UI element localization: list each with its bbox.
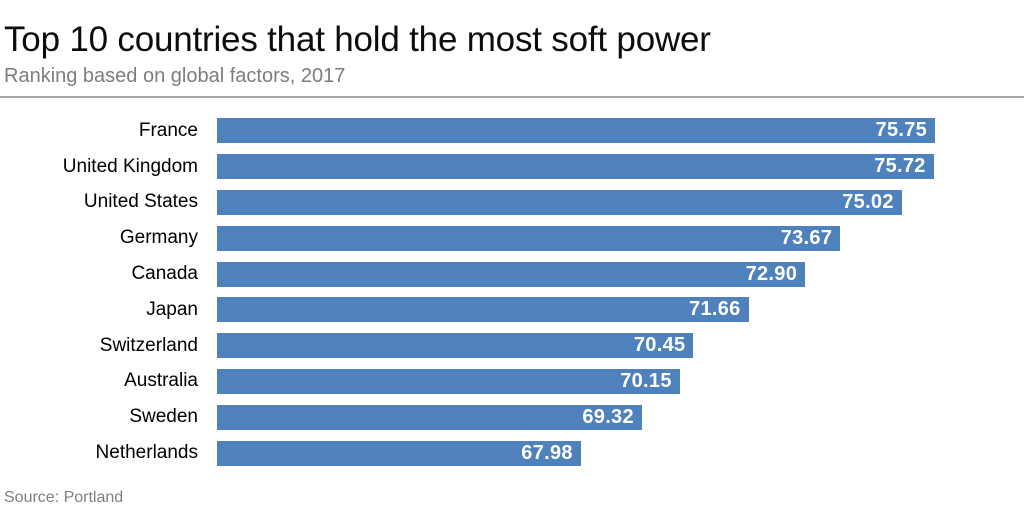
category-label: Sweden bbox=[129, 406, 198, 428]
bar-track: 75.75 bbox=[217, 118, 1024, 144]
bar-value-label: 71.66 bbox=[689, 298, 741, 321]
bar-row: United Kingdom 75.72 bbox=[0, 149, 1024, 185]
bar-track: 67.98 bbox=[217, 440, 1024, 466]
bar-row: Netherlands 67.98 bbox=[0, 435, 1024, 471]
bar-chart: France 75.75 United Kingdom 75.72 United Sta… bbox=[0, 113, 1024, 471]
bar: 71.66 bbox=[217, 297, 749, 323]
bar-track: 75.72 bbox=[217, 154, 1024, 180]
bar-track: 69.32 bbox=[217, 404, 1024, 430]
bar: 73.67 bbox=[217, 225, 841, 251]
category-label: Germany bbox=[119, 227, 198, 249]
chart-header: Top 10 countries that hold the most soft… bbox=[4, 21, 1024, 88]
bar-track: 70.45 bbox=[217, 333, 1024, 359]
bar-value-label: 75.72 bbox=[874, 155, 926, 178]
category-label: Switzerland bbox=[99, 334, 198, 356]
bar-row: Germany 73.67 bbox=[0, 220, 1024, 256]
bar-track: 71.66 bbox=[217, 297, 1024, 323]
bar-row: Switzerland 70.45 bbox=[0, 328, 1024, 364]
header-divider-line bbox=[0, 96, 1024, 98]
bar-track: 70.15 bbox=[217, 368, 1024, 394]
category-label: France bbox=[138, 119, 198, 141]
chart-subtitle: Ranking based on global factors, 2017 bbox=[4, 65, 346, 87]
bar: 75.75 bbox=[217, 118, 936, 144]
category-label: Canada bbox=[131, 263, 198, 285]
bar: 75.72 bbox=[217, 154, 934, 180]
bar-row: Australia 70.15 bbox=[0, 364, 1024, 400]
bar-track: 72.90 bbox=[217, 261, 1024, 287]
bar-row: Canada 72.90 bbox=[0, 256, 1024, 292]
bar: 70.45 bbox=[217, 333, 694, 359]
bar-value-label: 70.45 bbox=[633, 334, 686, 357]
bar-value-label: 75.02 bbox=[842, 190, 894, 213]
bar-value-label: 70.15 bbox=[620, 369, 672, 392]
bar-row: Sweden 69.32 bbox=[0, 399, 1024, 435]
bar-row: United States 75.02 bbox=[0, 185, 1024, 221]
category-label: United Kingdom bbox=[62, 155, 198, 177]
bar-rows: France 75.75 United Kingdom 75.72 United Sta… bbox=[0, 113, 1024, 471]
category-label: Australia bbox=[124, 370, 198, 392]
bar-row: Japan 71.66 bbox=[0, 292, 1024, 328]
category-label: Japan bbox=[146, 298, 198, 320]
bar-track: 75.02 bbox=[217, 189, 1024, 215]
bar: 69.32 bbox=[217, 404, 642, 430]
bar: 70.15 bbox=[217, 368, 680, 394]
chart-title: Top 10 countries that hold the most soft… bbox=[4, 20, 711, 59]
bar-value-label: 75.75 bbox=[875, 119, 928, 142]
bar-row: France 75.75 bbox=[0, 113, 1024, 149]
bar-value-label: 67.98 bbox=[521, 441, 573, 464]
bar: 67.98 bbox=[217, 440, 581, 466]
bar-value-label: 73.67 bbox=[780, 226, 833, 249]
category-label: Netherlands bbox=[95, 442, 198, 464]
bar-value-label: 72.90 bbox=[745, 262, 798, 285]
bar: 72.90 bbox=[217, 261, 806, 287]
category-label: United States bbox=[83, 191, 198, 213]
bar-track: 73.67 bbox=[217, 225, 1024, 251]
source-note: Source: Portland bbox=[4, 489, 124, 506]
bar-value-label: 69.32 bbox=[582, 405, 634, 428]
bar: 75.02 bbox=[217, 189, 902, 215]
